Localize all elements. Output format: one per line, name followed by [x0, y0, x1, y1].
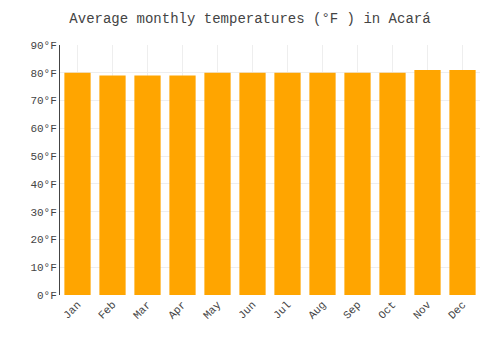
svg-text:20°F: 20°F [30, 234, 56, 246]
svg-text:Jun: Jun [236, 299, 258, 321]
svg-text:Feb: Feb [96, 299, 118, 321]
svg-text:10°F: 10°F [30, 262, 56, 274]
svg-text:May: May [201, 299, 224, 322]
svg-text:70°F: 70°F [30, 95, 56, 107]
svg-text:Sep: Sep [341, 299, 363, 321]
svg-text:Jan: Jan [61, 299, 83, 321]
svg-text:Aug: Aug [306, 299, 328, 321]
svg-text:40°F: 40°F [30, 179, 56, 191]
svg-text:80°F: 80°F [30, 68, 56, 80]
svg-text:90°F: 90°F [30, 40, 56, 52]
svg-text:30°F: 30°F [30, 207, 56, 219]
svg-text:0°F: 0°F [37, 290, 57, 302]
svg-text:Apr: Apr [166, 299, 188, 321]
svg-text:Nov: Nov [411, 299, 434, 322]
svg-text:60°F: 60°F [30, 123, 56, 135]
svg-text:Jul: Jul [271, 299, 293, 321]
svg-text:Dec: Dec [446, 299, 468, 321]
svg-text:Oct: Oct [376, 299, 398, 321]
svg-text:50°F: 50°F [30, 151, 56, 163]
svg-text:Average monthly temperatures (: Average monthly temperatures (°F ) in Ac… [69, 11, 430, 27]
svg-text:Mar: Mar [131, 299, 153, 321]
